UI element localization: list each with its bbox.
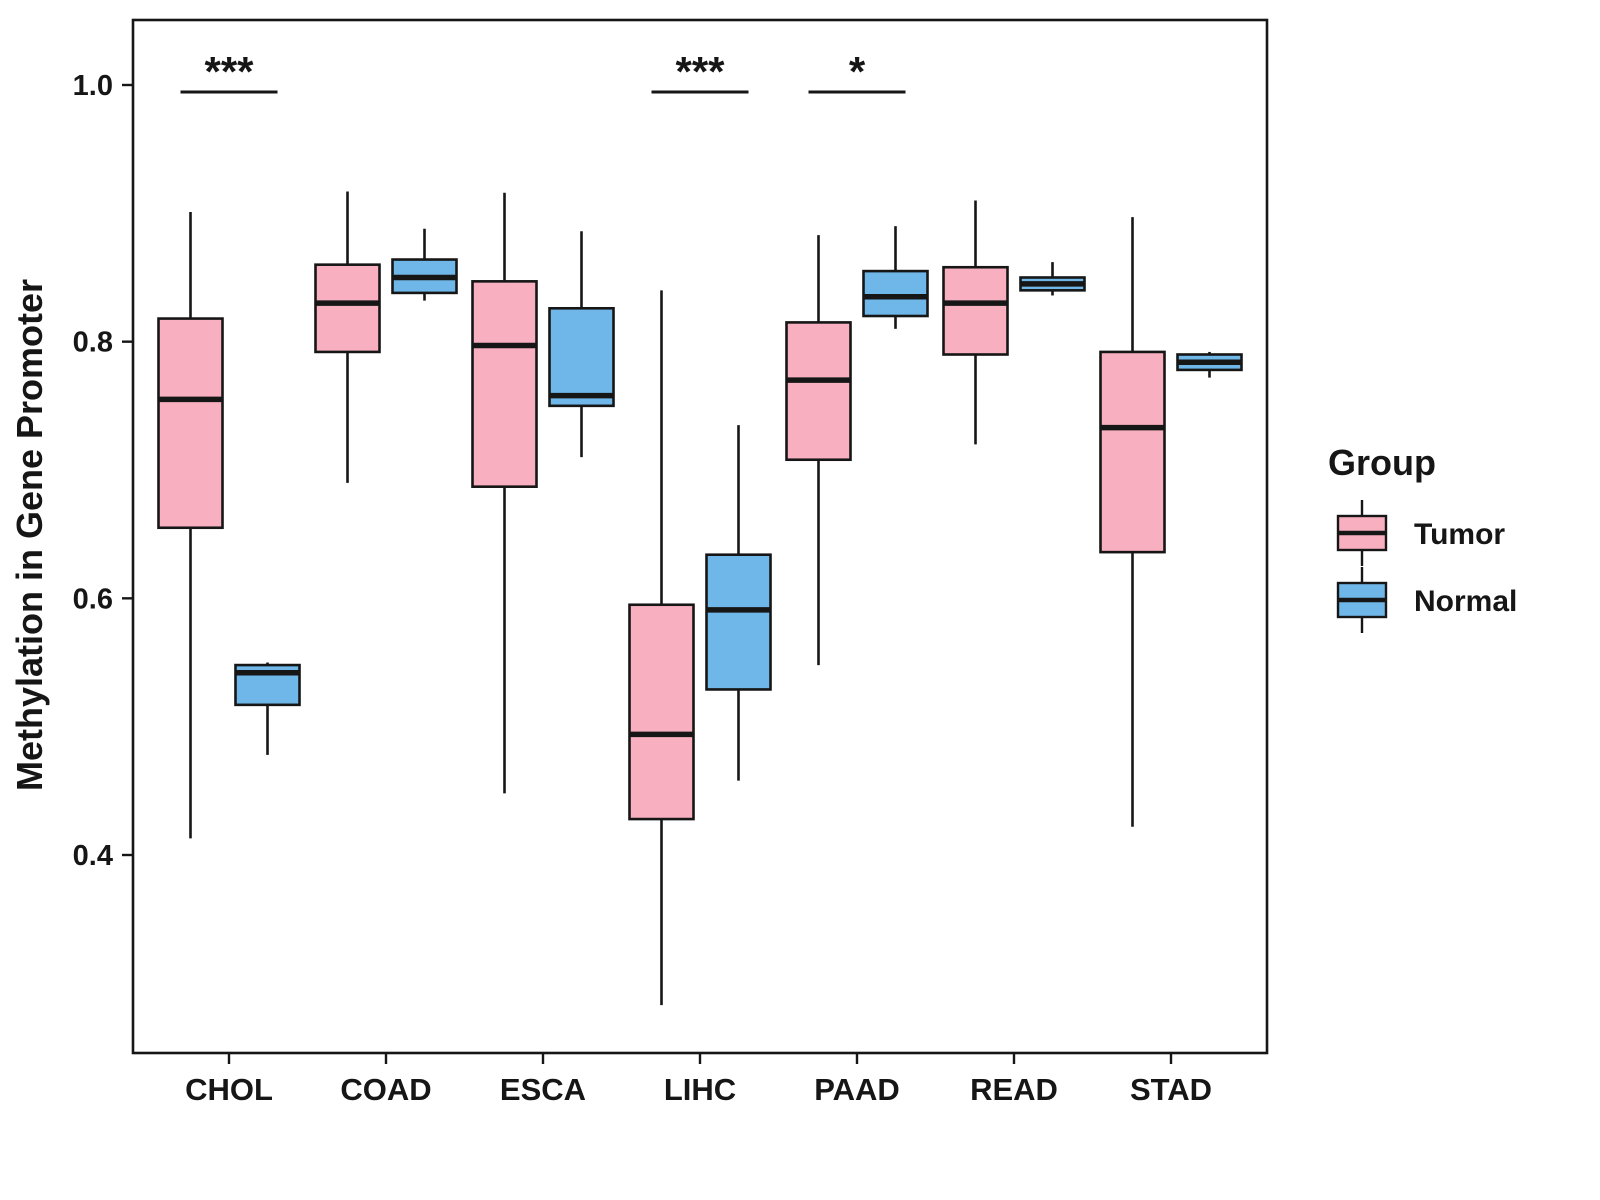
svg-text:0.8: 0.8 — [73, 327, 113, 359]
legend-title: Group — [1328, 442, 1436, 483]
svg-text:1.0: 1.0 — [73, 70, 113, 102]
legend-label-normal: Normal — [1414, 585, 1517, 618]
svg-text:***: *** — [204, 48, 254, 95]
svg-text:CHOL: CHOL — [185, 1072, 273, 1107]
legend-entry-tumor: Tumor — [1336, 500, 1505, 566]
svg-text:0.4: 0.4 — [73, 840, 113, 872]
svg-text:READ: READ — [970, 1072, 1058, 1107]
plot-area: 1.0 0.8 0.6 0.4 CHOL COAD ESCA LIHC PAAD READ STAD… — [73, 18, 1269, 1107]
svg-text:COAD: COAD — [340, 1072, 431, 1107]
svg-text:*: * — [849, 48, 866, 95]
y-axis-title: Methylation in Gene Promoter — [9, 279, 50, 791]
svg-text:STAD: STAD — [1130, 1072, 1212, 1107]
svg-text:ESCA: ESCA — [500, 1072, 586, 1107]
legend: Group Tumor Normal — [1328, 442, 1517, 633]
svg-text:***: *** — [675, 48, 725, 95]
legend-label-tumor: Tumor — [1414, 518, 1505, 551]
legend-entry-normal: Normal — [1336, 567, 1517, 633]
svg-text:0.6: 0.6 — [73, 583, 113, 615]
svg-text:PAAD: PAAD — [814, 1072, 900, 1107]
svg-text:LIHC: LIHC — [664, 1072, 736, 1107]
